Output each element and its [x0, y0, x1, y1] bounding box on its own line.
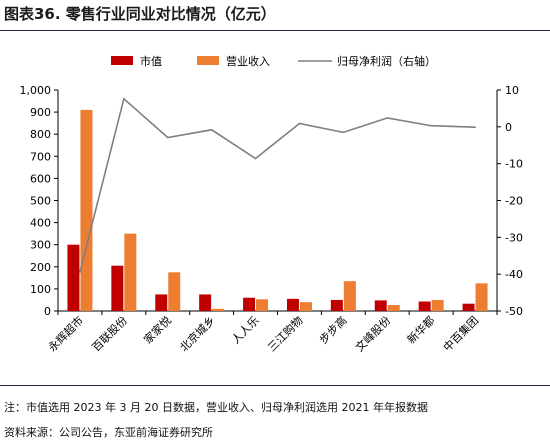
bar-market-cap	[462, 303, 475, 311]
net-profit-point	[210, 128, 213, 131]
x-category-label: 北京城乡	[177, 313, 218, 354]
bar-market-cap	[286, 298, 299, 311]
bar-revenue	[212, 308, 225, 311]
y-right-tick-label: -10	[505, 158, 523, 171]
y-left-tick-label: 800	[30, 128, 51, 141]
net-profit-point	[298, 122, 301, 125]
y-right-tick-label: -30	[505, 231, 523, 244]
bar-revenue	[168, 272, 181, 311]
x-category-label: 百联股份	[90, 314, 130, 354]
x-category-label: 三江购物	[265, 313, 306, 354]
bar-revenue	[343, 281, 356, 311]
y-left-tick-label: 700	[30, 150, 51, 163]
net-profit-point	[386, 117, 389, 119]
bar-market-cap	[111, 265, 124, 311]
x-category-label: 新华都	[404, 313, 437, 346]
x-category-label: 中百集团	[440, 313, 481, 354]
net-profit-polyline	[79, 97, 476, 273]
legend-label-revenue: 营业收入	[226, 54, 270, 68]
bar-revenue	[475, 283, 488, 311]
net-profit-point	[166, 136, 169, 139]
x-axis-labels: 永辉超市 百联股份 家家悦 北京城乡 人人乐 三江购物 步步高 文峰股份 新华都 中百集团	[45, 313, 481, 354]
title-divider	[0, 30, 550, 31]
chart: 市值 营业收入 归母净利润（右轴） 0100200300400500600700…	[20, 54, 523, 354]
net-profit-point	[430, 124, 432, 127]
bar-revenue	[80, 109, 93, 311]
bar-revenue	[431, 299, 444, 311]
x-category-label: 人人乐	[229, 314, 262, 347]
axes: 01002003004005006007008009001,000-50-40-…	[20, 84, 523, 318]
y-right-tick-label: -20	[505, 195, 523, 208]
y-right-tick-label: -40	[505, 268, 523, 281]
y-right-tick-label: -50	[505, 305, 523, 318]
net-profit-point	[79, 271, 81, 273]
y-left-tick-label: 300	[30, 239, 51, 252]
net-profit-point	[123, 98, 125, 100]
x-category-label: 永辉超市	[45, 313, 86, 354]
y-left-tick-label: 100	[30, 283, 51, 296]
bar-revenue	[124, 233, 137, 311]
legend: 市值 营业收入 归母净利润（右轴）	[111, 54, 436, 68]
bar-revenue	[256, 299, 269, 311]
bar-market-cap	[243, 297, 256, 311]
bar-market-cap	[330, 299, 343, 311]
bar-market-cap	[155, 294, 168, 311]
page-title: 图表36. 零售行业同业对比情况（亿元）	[4, 5, 276, 23]
bar-market-cap	[67, 244, 80, 311]
y-right-tick-label: 0	[505, 121, 512, 134]
bar-market-cap	[374, 300, 387, 311]
footnote: 注：市值选用 2023 年 3 月 20 日数据，营业收入、归母净利润选用 20…	[4, 401, 428, 414]
y-left-tick-label: 900	[30, 106, 51, 119]
footer-divider	[0, 385, 550, 386]
legend-label-market-cap: 市值	[140, 54, 162, 68]
source-note: 资料来源：公司公告，东亚前海证券研究所	[4, 426, 213, 439]
bar-market-cap	[199, 294, 212, 311]
y-left-tick-label: 200	[30, 261, 51, 274]
y-left-tick-label: 500	[30, 195, 51, 208]
legend-swatch-revenue	[197, 56, 219, 65]
bar-market-cap	[418, 301, 431, 311]
y-right-tick-label: 10	[505, 84, 519, 97]
x-category-label: 家家悦	[141, 313, 174, 346]
bar-revenue	[387, 305, 400, 311]
y-left-tick-label: 600	[30, 172, 51, 185]
x-category-label: 文峰股份	[352, 313, 393, 354]
x-category-label: 步步高	[316, 313, 349, 346]
net-profit-point	[254, 157, 257, 160]
y-left-tick-label: 400	[30, 217, 51, 230]
net-profit-point	[342, 131, 345, 134]
legend-label-net-profit: 归母净利润（右轴）	[337, 54, 436, 68]
net-profit-point	[474, 126, 476, 129]
legend-swatch-market-cap	[111, 56, 133, 65]
y-left-tick-label: 1,000	[20, 84, 52, 97]
net-profit-line	[79, 97, 476, 273]
bar-revenue	[299, 302, 312, 311]
y-left-tick-label: 0	[44, 305, 51, 318]
